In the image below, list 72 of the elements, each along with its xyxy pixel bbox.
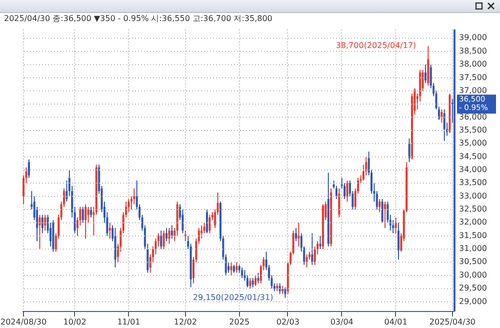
- x-tick-label: 03/04: [330, 318, 354, 326]
- y-tick-label: 39,000: [459, 33, 487, 42]
- candlestick: [397, 222, 400, 260]
- y-tick-label: 31,500: [459, 230, 487, 240]
- candlestick: [338, 188, 340, 218]
- candlestick: [381, 198, 384, 224]
- x-tick-label: 02/03: [276, 318, 300, 326]
- candlestick: [236, 262, 238, 274]
- y-tick-label: 30,500: [459, 257, 487, 266]
- y-tick-label: 37,500: [459, 72, 487, 82]
- y-tick-label: 29,000: [459, 296, 487, 306]
- candlestick: [230, 262, 232, 276]
- x-tick-label: 04/01: [384, 318, 408, 326]
- y-tick-label: 29,500: [459, 284, 487, 293]
- candlestick: [319, 235, 322, 250]
- candlestick: [284, 286, 286, 298]
- x-tick-label: 2025/04/30: [429, 318, 476, 326]
- x-tick-label: 11/01: [117, 318, 140, 326]
- annotation: 29,150(2025/01/31): [192, 292, 274, 302]
- x-tick-label: 12/02: [174, 318, 197, 326]
- candlestick: [41, 214, 44, 234]
- candlestick: [84, 204, 87, 240]
- y-tick-label: 35,000: [459, 138, 487, 148]
- candlestick: [443, 108, 446, 142]
- candlestick: [427, 46, 430, 86]
- candlestick: [249, 278, 252, 290]
- candlestick: [87, 206, 90, 224]
- candlestick: [168, 227, 170, 244]
- y-tick-label: 37,000: [459, 86, 487, 95]
- candlestick: [184, 230, 186, 242]
- x-tick-label: 2024/08/30: [0, 318, 47, 326]
- candlestick: [311, 232, 314, 266]
- candlestick: [241, 267, 244, 279]
- candlestick: [108, 222, 111, 240]
- candlestick: [28, 158, 30, 178]
- candlestick: [114, 227, 116, 268]
- y-tick-label: 31,000: [459, 244, 487, 254]
- candlestick: [160, 230, 162, 250]
- y-tick-label: 34,500: [459, 152, 487, 161]
- candlestick: [252, 278, 254, 288]
- x-tick-label: 2025: [229, 318, 250, 326]
- candlestick: [208, 214, 211, 234]
- candlestick: [346, 180, 348, 202]
- candlestick: [257, 272, 260, 284]
- candlestick: [44, 214, 46, 232]
- candlestick: [206, 209, 208, 234]
- y-tick-label: 34,000: [459, 165, 487, 174]
- y-tick-label: 38,000: [459, 60, 487, 69]
- y-tick-label: 35,500: [459, 125, 487, 134]
- x-tick-label: 10/02: [63, 318, 86, 326]
- y-tick-label: 38,500: [459, 46, 487, 56]
- candlestick: [38, 214, 41, 250]
- y-tick-label: 32,000: [459, 218, 487, 227]
- candlestick: [440, 108, 443, 124]
- y-tick-label: 36,000: [459, 112, 487, 122]
- y-tick-label: 33,000: [459, 191, 487, 200]
- candlestick: [90, 206, 92, 218]
- candlestick: [408, 138, 410, 163]
- annotation: 38,700(2025/04/17): [336, 41, 416, 50]
- candlestick: [294, 227, 298, 242]
- candlestick: [82, 206, 84, 224]
- candlestick: [394, 216, 397, 234]
- candlestick: [254, 274, 257, 286]
- y-tick-label: 33,500: [459, 178, 487, 188]
- candlestick: [424, 64, 426, 84]
- candlestick: [162, 230, 165, 250]
- candlestick: [170, 224, 173, 240]
- chart-subtitle: 2025/04/30 종:36,500 ▼350 - 0.95% 시:36,550 고:36,700 저:35,800: [3, 13, 274, 25]
- y-tick-label: 32,500: [459, 204, 487, 214]
- y-tick-label: 30,000: [459, 270, 487, 280]
- candlestick: [298, 222, 300, 247]
- candlestick: [378, 198, 381, 213]
